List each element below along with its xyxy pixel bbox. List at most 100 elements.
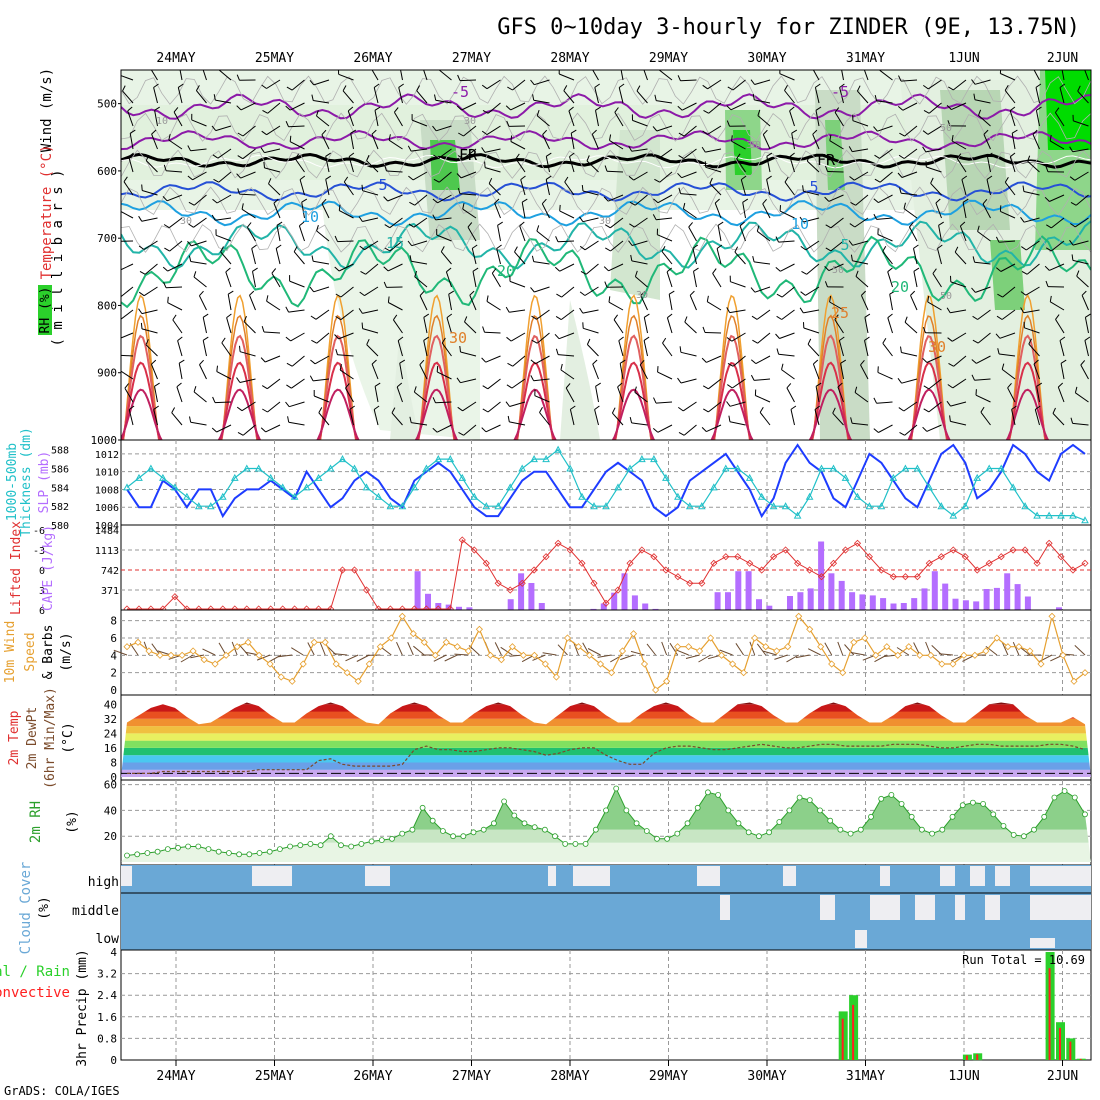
thickness-marker — [793, 511, 802, 519]
thickness-marker — [889, 473, 898, 481]
wind-barb — [313, 260, 330, 265]
wind-barb — [977, 332, 991, 344]
wind-barb-flag — [422, 61, 427, 65]
wind-barb — [803, 190, 820, 196]
wind-barb-flag — [922, 357, 928, 363]
wind-barb — [264, 167, 281, 173]
wind-barb-flag — [1036, 382, 1043, 387]
wind10-marker — [938, 660, 946, 668]
cape-bar — [600, 603, 607, 610]
wind-barb-flag — [801, 270, 807, 275]
wind-barb — [542, 134, 550, 150]
wind-barb-flag — [899, 132, 905, 137]
rh-marker — [154, 848, 161, 855]
wind-barb-flag — [873, 198, 879, 203]
wind-barb-flag — [285, 336, 291, 342]
wind-barb-flag — [661, 246, 666, 252]
wind-barb — [1026, 240, 1040, 251]
wind-barb-flag — [856, 85, 861, 92]
wind-barb — [345, 387, 354, 403]
wind-barb-flag — [662, 337, 667, 344]
wind-barb — [614, 112, 624, 127]
wind-barb — [860, 364, 869, 380]
wind-barb-flag — [904, 316, 908, 323]
wind-barb-flag — [220, 246, 224, 253]
wind-barb — [371, 134, 379, 150]
wind-barb — [202, 340, 207, 357]
bottom-date-label: 25MAY — [255, 1069, 294, 1084]
wind-barb — [362, 190, 379, 196]
wind-barb-flag — [145, 339, 149, 345]
cape-bar — [714, 592, 721, 610]
wind-barb-flag — [273, 198, 279, 204]
li-marker — [961, 553, 969, 561]
wind-barb — [496, 248, 501, 265]
wind-barb-flag — [123, 176, 128, 182]
wind-barb — [608, 194, 624, 202]
wind-barb-flag — [882, 337, 887, 344]
wind-barb — [803, 327, 820, 334]
wind-barb — [313, 79, 330, 86]
wind-barb — [1001, 368, 1016, 380]
rh-contour — [121, 223, 1091, 253]
li-marker — [662, 566, 670, 574]
wind-barb-flag — [285, 105, 291, 111]
cloud-gap — [995, 866, 1010, 886]
wind-barb-flag — [762, 198, 767, 205]
wind-barb — [515, 158, 526, 173]
wind-barb — [173, 111, 183, 127]
wind-barb-flag — [211, 427, 217, 433]
wind10-barb — [938, 653, 953, 656]
wind-barb — [121, 309, 134, 320]
wind-barb — [266, 378, 281, 390]
wind-barb — [901, 192, 918, 196]
wind-barb-flag — [806, 155, 810, 162]
cloud-gap — [365, 866, 390, 886]
wind-barb-flag — [225, 267, 231, 273]
wind-barb — [1028, 343, 1040, 357]
wind-barb — [633, 171, 648, 181]
wind-tick-label: 4 — [110, 649, 117, 662]
cape-bar — [466, 607, 473, 610]
wind-barb — [484, 167, 501, 173]
wind-barb — [414, 391, 428, 403]
cloud-ylabel-1: Cloud Cover — [18, 862, 34, 955]
thickness-marker — [721, 464, 730, 472]
wind10-marker — [839, 669, 847, 677]
wind-barb-flag — [630, 254, 633, 261]
wind10-marker — [365, 660, 373, 668]
wind-barb-flag — [212, 198, 218, 204]
wind-barb-flag — [682, 202, 686, 210]
cloud-level-label: middle — [72, 904, 119, 919]
wind-barb — [446, 317, 452, 334]
wind-barb-flag — [1070, 417, 1074, 424]
li-marker — [1033, 559, 1041, 567]
wind10-marker — [519, 651, 527, 659]
rh-marker — [1071, 794, 1078, 801]
wind-barb — [708, 401, 722, 413]
wind10-marker — [189, 647, 197, 655]
wind-barb-flag — [837, 382, 843, 388]
rh-marker — [817, 807, 823, 814]
li-marker — [889, 573, 897, 581]
wind-barb — [999, 332, 1016, 339]
thickness-marker — [1069, 511, 1077, 519]
wind-barb-flag — [889, 290, 896, 295]
rh-marker — [1021, 833, 1027, 840]
wind10-barb — [749, 641, 756, 656]
wind-barb-flag — [1081, 290, 1087, 296]
wind-barb-flag — [727, 86, 734, 91]
rh-marker — [654, 835, 660, 842]
contour-label: 30 — [749, 140, 761, 151]
thickness-marker — [554, 445, 562, 453]
li-marker — [530, 566, 538, 574]
wind-barb-flag — [815, 382, 822, 387]
wind-barb-flag — [193, 271, 197, 278]
wind-barb — [913, 248, 918, 265]
rh-marker — [450, 833, 457, 840]
wind-barb-flag — [294, 153, 300, 160]
wind10-barb — [494, 642, 502, 656]
wind-barb — [273, 203, 281, 219]
wind-barb — [634, 217, 648, 228]
